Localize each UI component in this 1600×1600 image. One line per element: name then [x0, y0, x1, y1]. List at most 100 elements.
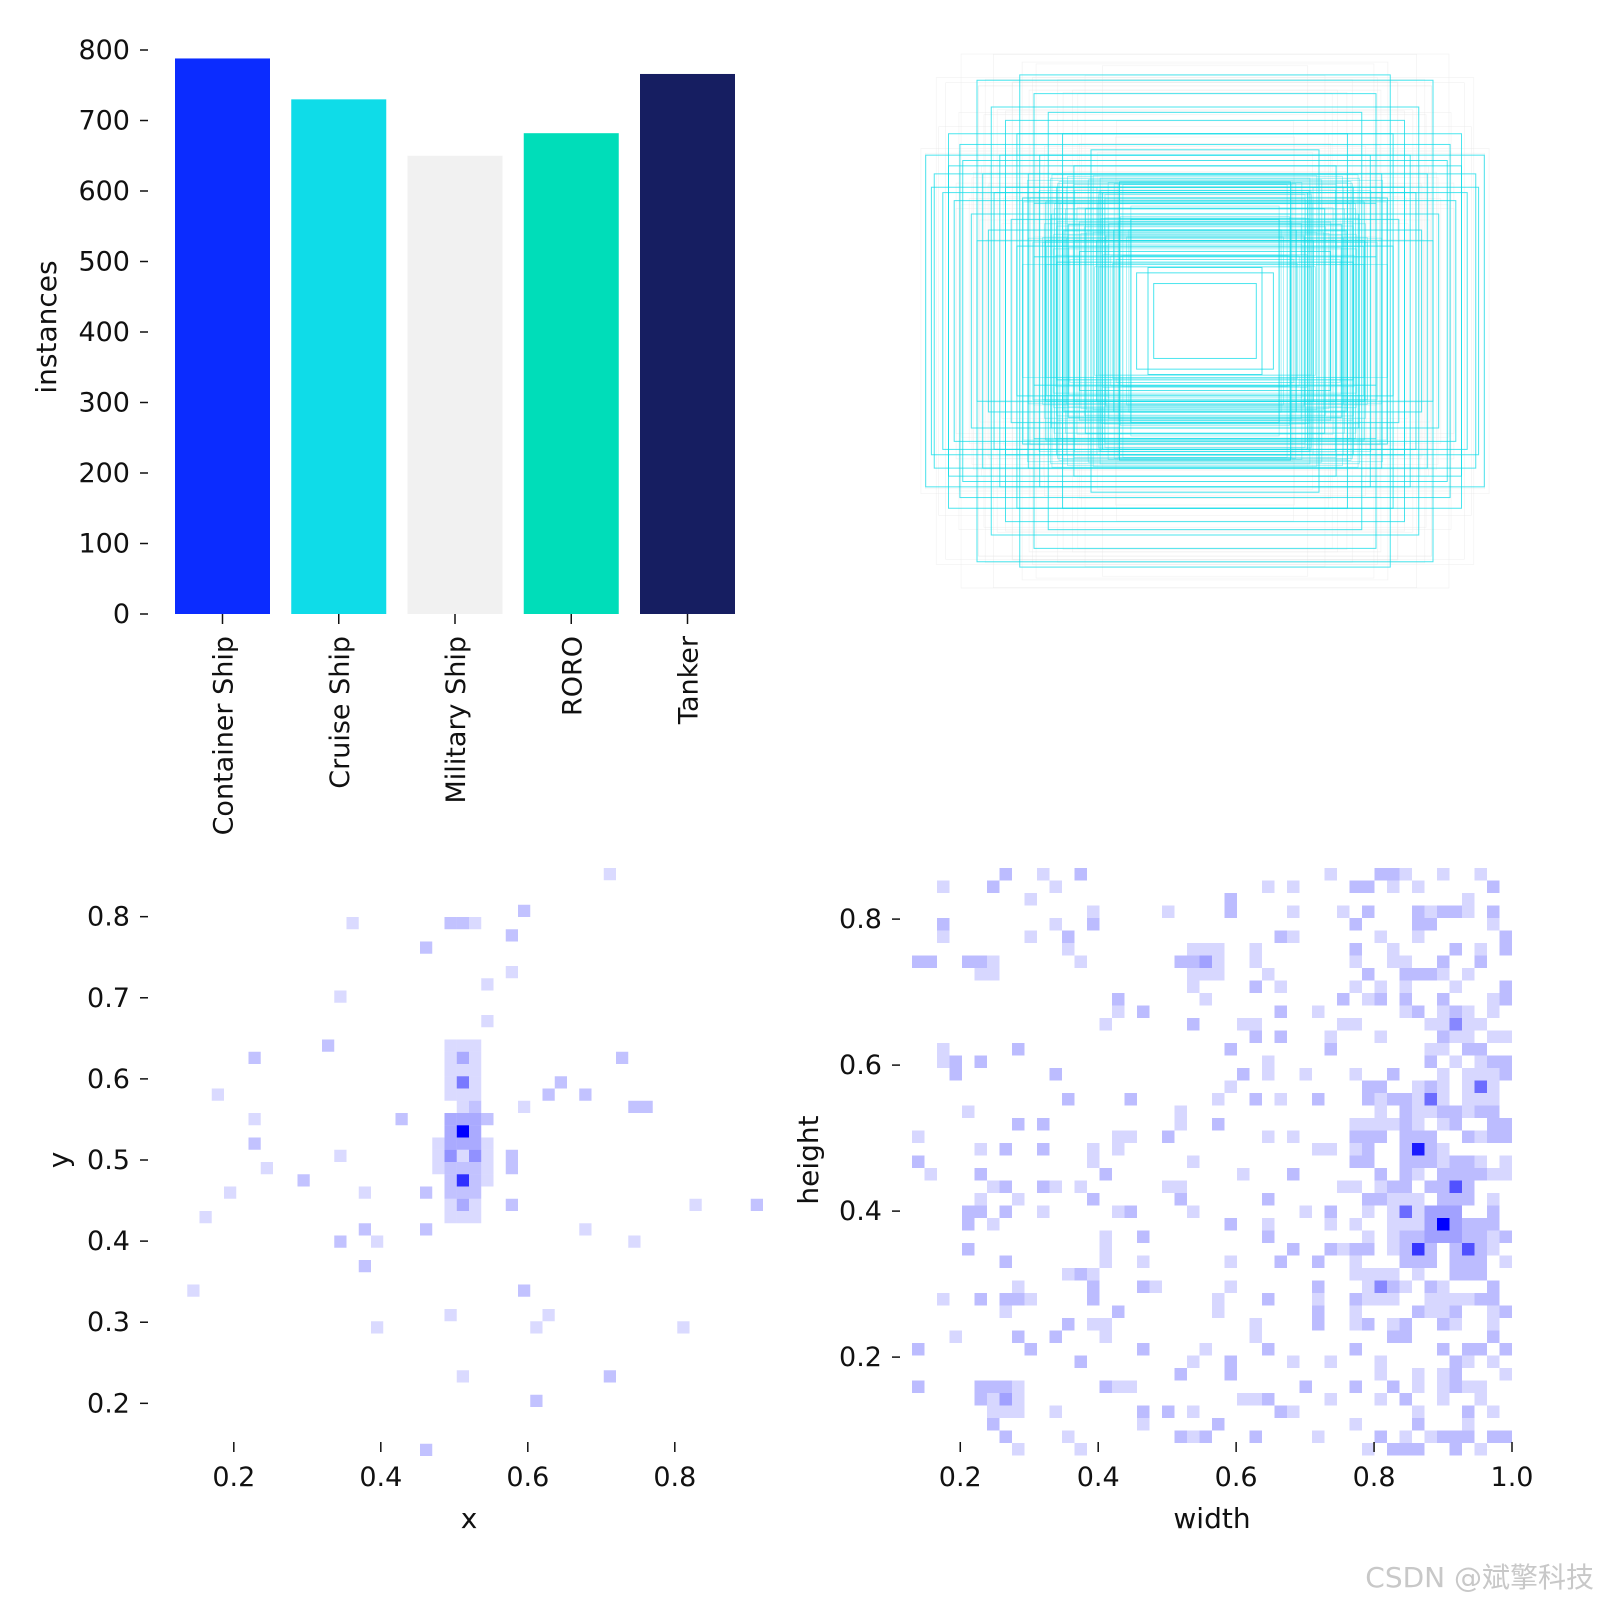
heatmap-cell	[1087, 1193, 1100, 1206]
heatmap-cell	[1449, 980, 1462, 993]
heatmap-cell	[1437, 1293, 1450, 1306]
heatmap-cell	[469, 1039, 482, 1052]
heatmap-cell	[1074, 1443, 1087, 1456]
box-dense	[1098, 193, 1312, 449]
y-tick-label: 0.5	[87, 1145, 130, 1176]
heatmap-cell	[1399, 980, 1412, 993]
heatmap-cell	[1024, 893, 1037, 906]
heatmap-cell	[1399, 868, 1412, 881]
heatmap-cell	[1249, 980, 1262, 993]
box-dense	[1067, 175, 1343, 467]
box-dense	[1074, 189, 1336, 453]
heatmap-cell	[1337, 1018, 1350, 1031]
heatmap-cell	[1412, 1093, 1425, 1106]
heatmap-cell	[469, 1211, 482, 1224]
heatmap-cell	[1487, 905, 1500, 918]
heatmap-cell	[1349, 1180, 1362, 1193]
box-center-gap	[1175, 296, 1235, 346]
heatmap-cell	[1462, 1430, 1475, 1443]
heatmap-cell	[1424, 1430, 1437, 1443]
heatmap-cell	[1437, 1105, 1450, 1118]
box-dense	[1122, 184, 1288, 458]
heatmap-cell	[1424, 1093, 1437, 1106]
heatmap-cell	[1249, 1030, 1262, 1043]
y-tick-label: 0.8	[87, 902, 130, 933]
heatmap-cell	[1374, 1168, 1387, 1181]
heatmap-cell	[1449, 1180, 1462, 1193]
heatmap-cell	[1049, 1405, 1062, 1418]
heatmap-cell	[987, 955, 1000, 968]
heatmap-cell	[444, 1039, 457, 1052]
heatmap-cell	[999, 1430, 1012, 1443]
heatmap-cell	[505, 929, 518, 942]
box-dense	[1069, 259, 1341, 383]
heatmap-cell	[1349, 955, 1362, 968]
heatmap-cell	[1449, 1168, 1462, 1181]
heatmap-cell	[962, 1218, 975, 1231]
heatmap-cell	[640, 1100, 653, 1113]
heatmap-cell	[1349, 1243, 1362, 1256]
heatmap-cell	[1399, 1255, 1412, 1268]
heatmap-cell	[1324, 1243, 1337, 1256]
heatmap-cell	[1174, 1193, 1187, 1206]
heatmap-cell	[1474, 1093, 1487, 1106]
heatmap-cell	[444, 1076, 457, 1089]
heatmap-cell	[1487, 1405, 1500, 1418]
box-33	[1130, 218, 1280, 424]
heatmap-cell	[481, 1137, 494, 1150]
box-42	[1050, 213, 1360, 429]
heatmap-cell	[1449, 1055, 1462, 1068]
heatmap-cell	[1212, 1093, 1225, 1106]
heatmap-cell	[1399, 1130, 1412, 1143]
width-height-heatmap: 0.2 0.4 0.6 0.8 1.0 0.2 0.4 0.6 0.8 width height	[792, 868, 1533, 1535]
heatmap-cell	[1412, 1005, 1425, 1018]
heatmap-cell	[1499, 1343, 1512, 1356]
heatmap-cell	[1474, 1380, 1487, 1393]
heatmap-cell	[1399, 1155, 1412, 1168]
x-tick-label: 1.0	[1491, 1462, 1534, 1493]
heatmap-cell	[974, 955, 987, 968]
box-dense	[1107, 182, 1303, 460]
heatmap-cell	[1499, 1368, 1512, 1381]
heatmap-cell	[628, 1235, 641, 1248]
heatmap-cell	[1412, 1118, 1425, 1131]
heatmap-cell	[987, 1218, 1000, 1231]
box-faint	[945, 82, 1465, 560]
box-dense	[1087, 179, 1323, 463]
heatmap-cell	[999, 868, 1012, 881]
heatmap-cell	[1362, 1118, 1375, 1131]
heatmap-cell	[1274, 1030, 1287, 1043]
heatmap-cell	[1287, 930, 1300, 943]
heatmap-cell	[1412, 1405, 1425, 1418]
heatmap-cell	[1012, 1293, 1025, 1306]
heatmap-cell	[1312, 1305, 1325, 1318]
heatmap-cell	[1162, 1405, 1175, 1418]
heatmap-cell	[1487, 1305, 1500, 1318]
wh-axes: 0.2 0.4 0.6 0.8 1.0 0.2 0.4 0.6 0.8 width height	[792, 904, 1533, 1535]
heatmap-cell	[1474, 1155, 1487, 1168]
box-faint	[935, 77, 1475, 565]
heatmap-cell	[1162, 1130, 1175, 1143]
heatmap-cell	[1087, 905, 1100, 918]
heatmap-cell	[456, 1370, 469, 1383]
heatmap-cell	[999, 1405, 1012, 1418]
heatmap-cell	[1424, 1205, 1437, 1218]
heatmap-cell	[456, 1137, 469, 1150]
box-dense	[1128, 229, 1282, 413]
heatmap-cell	[1449, 1218, 1462, 1231]
heatmap-cell	[1437, 1093, 1450, 1106]
heatmap-cell	[1349, 1305, 1362, 1318]
box-faint	[983, 114, 1427, 528]
heatmap-cell	[1399, 968, 1412, 981]
heatmap-cell	[1474, 943, 1487, 956]
heatmap-cell	[481, 978, 494, 991]
heatmap-cell	[1424, 1055, 1437, 1068]
heatmap-cell	[456, 1039, 469, 1052]
box-dense	[1055, 254, 1355, 388]
heatmap-cell	[1387, 1318, 1400, 1331]
heatmap-cell	[1474, 868, 1487, 881]
heatmap-cell	[248, 1051, 261, 1064]
heatmap-cell	[924, 1168, 937, 1181]
heatmap-cell	[1062, 1430, 1075, 1443]
